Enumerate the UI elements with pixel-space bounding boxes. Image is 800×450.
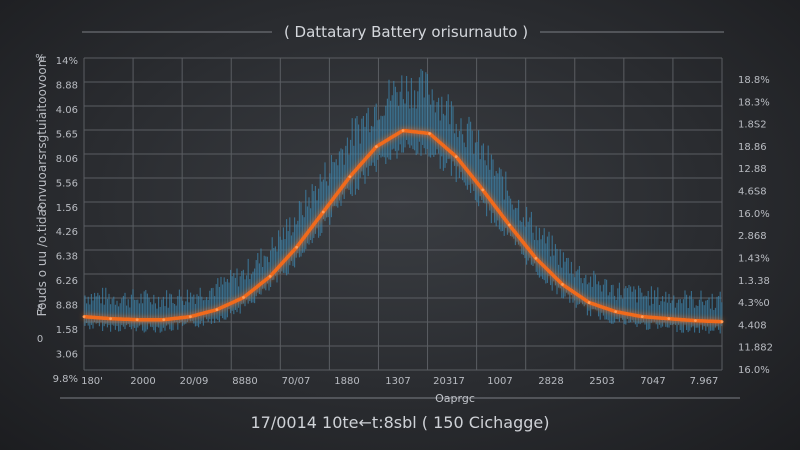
series-point	[454, 155, 458, 159]
y-tick-left: 5.65	[56, 129, 78, 140]
series-point	[667, 317, 671, 321]
x-tick: 1007	[487, 376, 512, 387]
series-point	[614, 310, 618, 314]
y-tick-left: 1.56	[56, 203, 78, 214]
y-tick-right: 16.0%	[738, 209, 770, 220]
y-tick-left: 1.58	[56, 325, 78, 336]
y-tick-right: 1.3.38	[738, 276, 770, 287]
x-tick: 2828	[538, 376, 563, 387]
series-point	[82, 315, 86, 319]
y-tick-left: 3.06	[56, 350, 78, 361]
series-point	[481, 188, 485, 192]
x-tick: 7.967	[690, 376, 719, 387]
series-point	[507, 223, 511, 227]
y-tick-right: 4.3%0	[738, 298, 770, 309]
series-point	[401, 129, 405, 132]
y-tick-right: 1.8S2	[738, 120, 767, 131]
series-point	[162, 318, 166, 322]
series-point	[348, 175, 352, 179]
y-tick-right: 18.86	[738, 142, 767, 153]
left-edge-mark: o	[37, 203, 43, 214]
series-point	[215, 308, 219, 312]
series-point	[428, 132, 431, 135]
y-tick-right: 2.868	[738, 231, 767, 242]
left-edge-mark: %	[35, 53, 45, 64]
y-tick-right: 4.408	[738, 320, 767, 331]
series-point	[720, 320, 724, 324]
y-tick-left: 9.8%	[53, 374, 78, 385]
y-tick-left: 5.56	[56, 178, 78, 189]
y-tick-left: 4.26	[56, 227, 78, 238]
y-tick-right: 11.882	[738, 343, 773, 354]
series-group	[82, 128, 724, 324]
y-axis-label: Fouds o uu /o.tidaonvuoarsrsgtuiaitoovoo…	[35, 56, 49, 317]
left-edge-mark: 8	[37, 303, 43, 314]
x-tick: 2000	[130, 376, 155, 387]
y-tick-right: 16.0%	[738, 365, 770, 376]
chart-title: ( Dattatary Battery orisurnauto )	[284, 23, 528, 41]
series-point	[242, 296, 245, 299]
series-point	[135, 318, 139, 322]
series-point	[694, 319, 697, 323]
series-noise-band	[84, 69, 723, 334]
y-ticks-right: 18.8% 18.3% 1.8S2 18.86 12.88 4.6S8 16.0% 2.868…	[738, 75, 773, 376]
x-ticks: 180' 2000 20/09 8880 70/07 1880 1307 20317 1007 2…	[81, 376, 718, 387]
y-tick-right: 18.3%	[738, 97, 770, 108]
x-tick: 8880	[232, 376, 257, 387]
x-tick: 20317	[433, 376, 465, 387]
y-tick-left: 4.06	[56, 105, 78, 116]
x-tick: 1880	[334, 376, 359, 387]
series-point	[295, 245, 299, 249]
series-point	[188, 315, 192, 319]
series-point	[109, 317, 112, 321]
x-axis-label: Oaprgc	[435, 392, 475, 405]
y-tick-left: 8.88	[56, 301, 78, 312]
y-tick-right: 1.43%	[738, 253, 770, 264]
y-tick-left: 8.06	[56, 154, 78, 165]
series-point	[640, 315, 644, 319]
series-point	[321, 210, 325, 214]
x-tick: 7047	[640, 376, 665, 387]
y-tick-left: 14%	[56, 56, 78, 67]
y-ticks-left: 14% 8.88 4.06 5.65 8.06 5.56 1.56 4.26 6.38 6.26 8…	[53, 56, 78, 385]
series-point	[561, 283, 564, 286]
y-tick-right: 4.6S8	[738, 187, 767, 198]
series-point	[375, 145, 378, 148]
series-point	[534, 256, 538, 260]
series-point	[587, 301, 591, 304]
y-tick-left: 8.88	[56, 80, 78, 91]
y-tick-right: 18.8%	[738, 75, 770, 86]
left-edge-mark: 0	[37, 334, 43, 345]
x-tick: 2503	[589, 376, 614, 387]
x-tick: 1307	[385, 376, 410, 387]
series-point	[268, 275, 272, 278]
y-tick-right: 12.88	[738, 164, 767, 175]
left-edge-marks: % o 8 0	[35, 53, 45, 345]
y-tick-left: 6.38	[56, 252, 78, 263]
x-tick: 70/07	[282, 376, 311, 387]
x-tick: 180'	[81, 376, 103, 387]
y-tick-left: 6.26	[56, 276, 78, 287]
chart-footer: 17/0014 10te←t:8sbl ( 150 Cichagge)	[250, 413, 549, 432]
x-tick: 20/09	[180, 376, 209, 387]
